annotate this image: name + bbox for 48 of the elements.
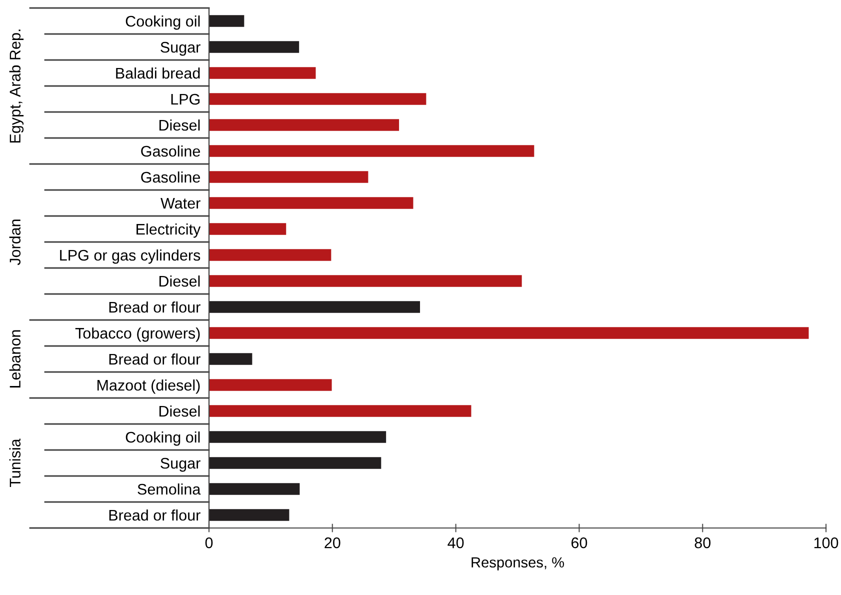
- x-tick-label: 0: [205, 537, 213, 548]
- x-axis-title: Responses, %: [472, 557, 564, 570]
- bar: [209, 67, 316, 79]
- bar: [209, 223, 286, 235]
- x-tick-label: 80: [694, 537, 710, 548]
- bar: [209, 249, 332, 261]
- y-tick-label: Gasoline: [141, 171, 200, 183]
- bar: [209, 41, 300, 53]
- y-tick-label: Water: [160, 198, 200, 209]
- y-tick-label: Tobacco (growers): [75, 327, 200, 342]
- y-tick-label: Diesel: [159, 119, 200, 131]
- bar: [209, 483, 300, 495]
- bar: [209, 15, 244, 27]
- y-tick-label: Diesel: [159, 275, 200, 287]
- x-tick-label: 60: [571, 537, 588, 548]
- y-tick-label: LPG: [171, 94, 200, 105]
- y-tick-label: Cooking oil: [126, 15, 200, 30]
- y-tick-label: Sugar: [160, 458, 200, 472]
- y-tick-label: Bread or flour: [109, 509, 200, 521]
- bar: [209, 275, 522, 287]
- bar: [209, 301, 420, 313]
- y-tick-label: Gasoline: [141, 145, 200, 157]
- x-tick-label: 100: [814, 537, 838, 548]
- bar: [209, 405, 472, 417]
- y-tick-label: Semolina: [138, 483, 201, 495]
- y-axis-title: Jordan: [9, 220, 21, 266]
- y-axis-title: Egypt, Arab Rep.: [9, 30, 24, 142]
- y-tick-label: Bread or flour: [109, 353, 200, 365]
- bar: [209, 171, 368, 183]
- y-tick-label: Cooking oil: [126, 431, 200, 446]
- bar: [209, 119, 400, 131]
- y-tick-label: Electricity: [136, 223, 201, 238]
- bar: [209, 457, 382, 469]
- bar: [209, 509, 290, 521]
- bar: [209, 93, 426, 105]
- y-tick-label: LPG or gas cylinders: [60, 249, 200, 264]
- x-tick-label: 20: [324, 537, 340, 548]
- x-tick-label: 40: [448, 537, 464, 548]
- y-tick-label: Sugar: [160, 42, 200, 56]
- y-tick-label: Bread or flour: [109, 301, 200, 313]
- bar: [209, 431, 386, 443]
- y-tick-label: Baladi bread: [116, 67, 200, 79]
- bar: [209, 145, 534, 157]
- y-axis-title: Lebanon: [9, 330, 21, 388]
- y-tick-label: Diesel: [159, 405, 200, 417]
- y-axis-title: Tunisia: [9, 438, 21, 487]
- y-tick-label: Mazoot (diesel): [97, 379, 200, 394]
- bar: [209, 197, 414, 209]
